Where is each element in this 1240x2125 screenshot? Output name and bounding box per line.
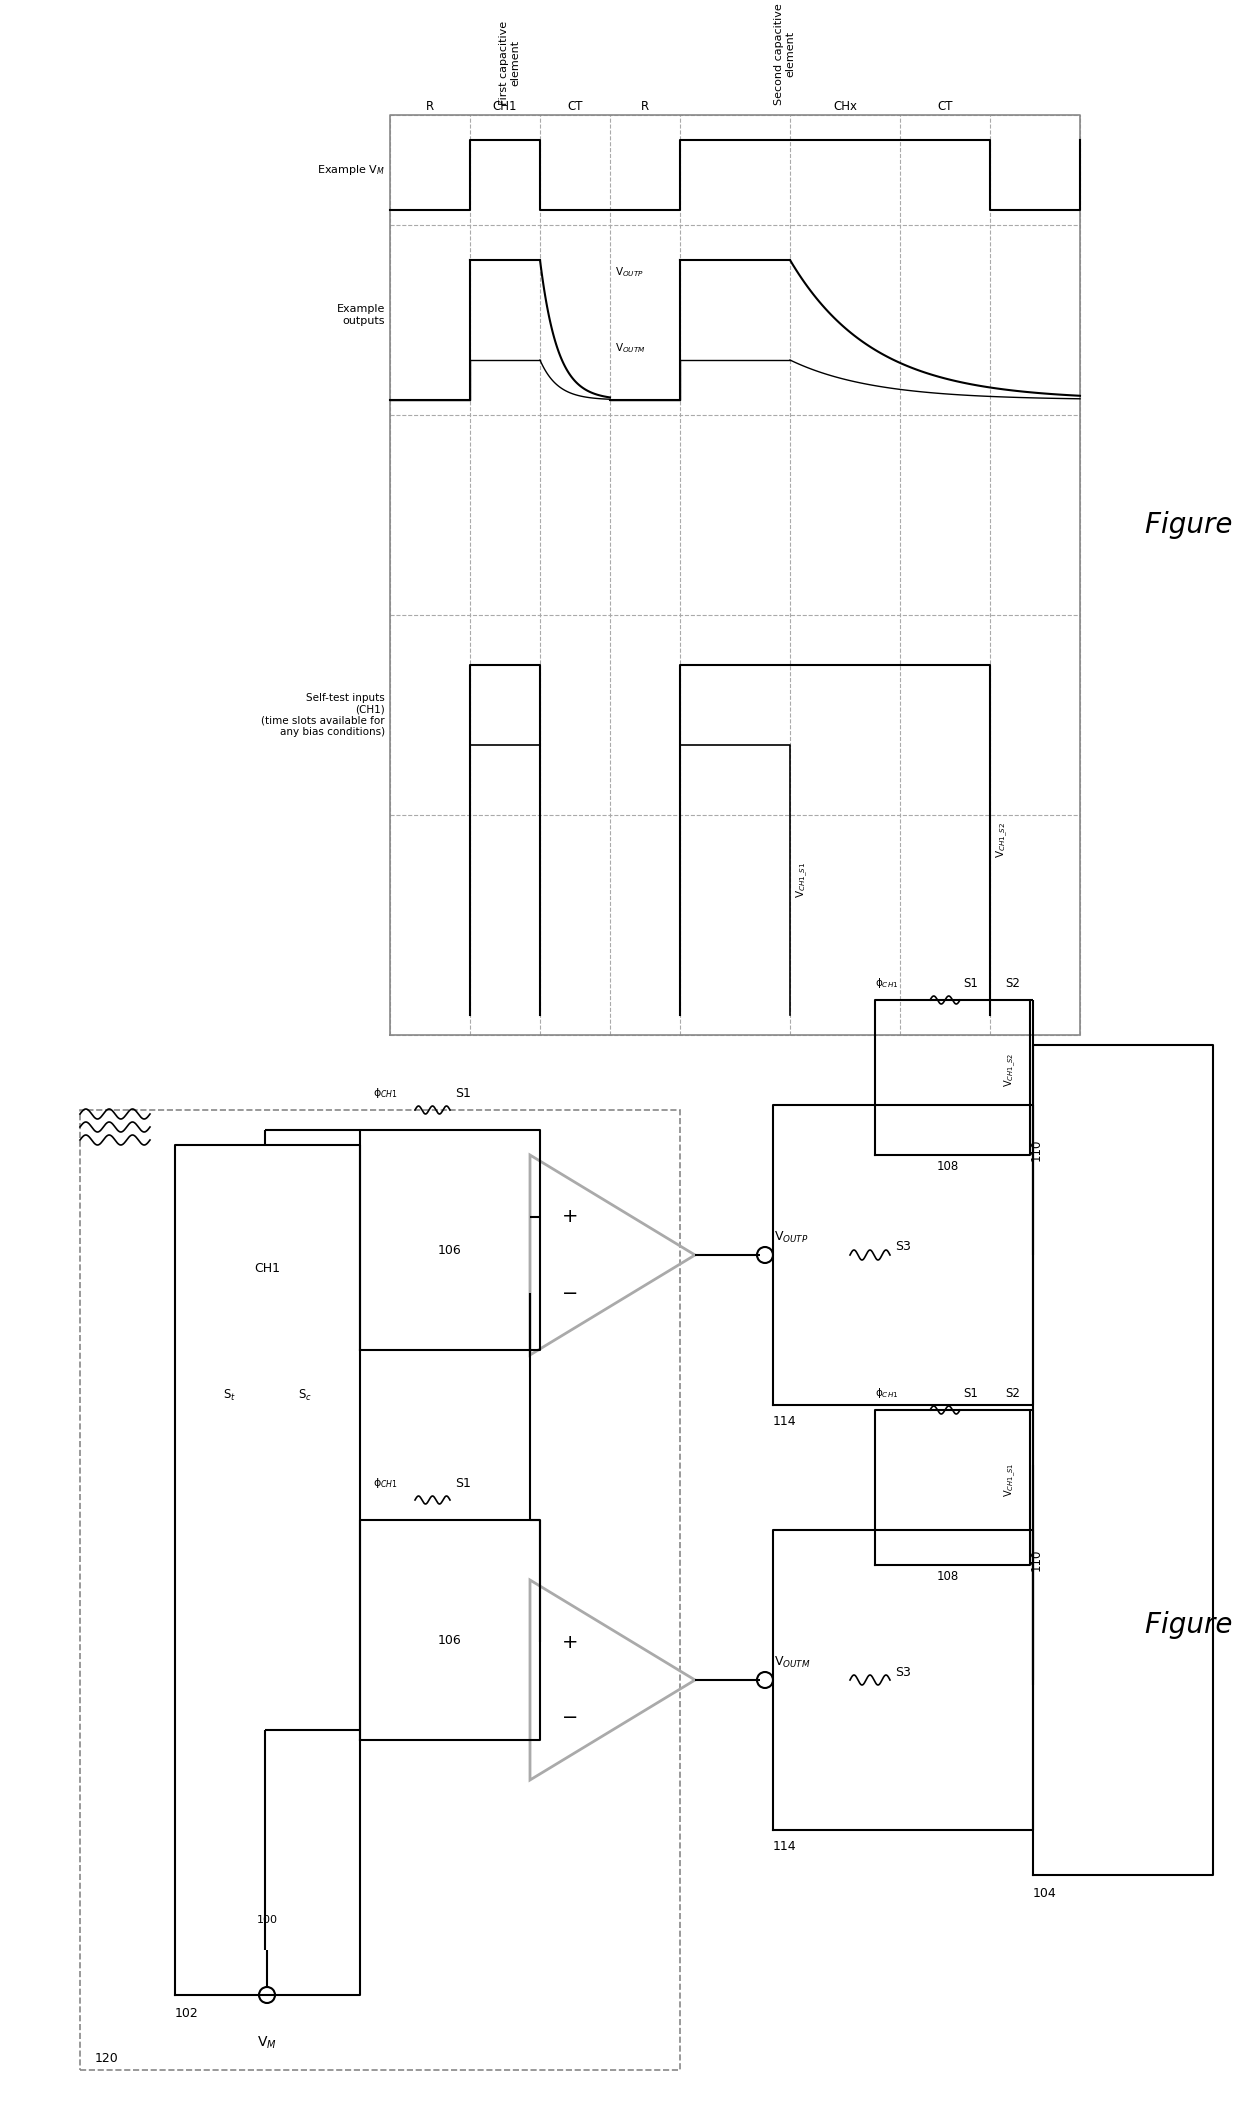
Text: S$_c$: S$_c$ xyxy=(298,1388,312,1402)
Text: V$_{CH1\_S1}$: V$_{CH1\_S1}$ xyxy=(1002,1462,1018,1498)
Text: First capacitive
element: First capacitive element xyxy=(500,21,521,104)
Text: Figure 1: Figure 1 xyxy=(1145,1611,1240,1638)
Text: Example V$_M$: Example V$_M$ xyxy=(317,164,384,176)
Text: S3: S3 xyxy=(895,1666,911,1679)
Text: CH1: CH1 xyxy=(254,1262,280,1275)
Text: S1: S1 xyxy=(963,978,978,990)
Text: ϕ$_{CH1}$: ϕ$_{CH1}$ xyxy=(372,1086,398,1101)
Text: S1: S1 xyxy=(455,1088,471,1101)
Text: CT: CT xyxy=(937,100,952,113)
Text: 114: 114 xyxy=(773,1840,796,1853)
Text: S2: S2 xyxy=(1004,978,1019,990)
Text: V$_{OUTP}$: V$_{OUTP}$ xyxy=(774,1230,808,1245)
Text: Self-test inputs
(CH1)
(time slots available for
any bias conditions): Self-test inputs (CH1) (time slots avail… xyxy=(262,693,384,737)
Text: V$_{OUTP}$: V$_{OUTP}$ xyxy=(615,266,644,278)
Text: 110: 110 xyxy=(1030,1549,1043,1570)
Text: R: R xyxy=(641,100,649,113)
Text: 104: 104 xyxy=(1033,1887,1056,1900)
Bar xyxy=(81,1109,680,2070)
Text: 106: 106 xyxy=(438,1243,461,1256)
Text: 100: 100 xyxy=(257,1915,278,1925)
Text: V$_{OUTM}$: V$_{OUTM}$ xyxy=(774,1655,811,1670)
Text: +: + xyxy=(562,1632,578,1651)
Text: V$_{CH1\_S2}$: V$_{CH1\_S2}$ xyxy=(994,822,1011,858)
Text: S$_t$: S$_t$ xyxy=(223,1388,237,1402)
Text: R: R xyxy=(425,100,434,113)
Text: 108: 108 xyxy=(937,1570,959,1583)
Text: CT: CT xyxy=(567,100,583,113)
Text: 106: 106 xyxy=(438,1634,461,1647)
Text: CH1: CH1 xyxy=(492,100,517,113)
Text: S1: S1 xyxy=(455,1477,471,1490)
Text: V$_M$: V$_M$ xyxy=(257,2036,277,2051)
Text: CHx: CHx xyxy=(833,100,857,113)
Text: +: + xyxy=(562,1207,578,1226)
Text: Second capacitive
element: Second capacitive element xyxy=(774,4,796,104)
Text: −: − xyxy=(562,1708,578,1728)
Text: S3: S3 xyxy=(895,1241,911,1254)
Text: V$_{CH1\_S2}$: V$_{CH1\_S2}$ xyxy=(1002,1052,1018,1088)
Text: −: − xyxy=(562,1284,578,1303)
Text: 108: 108 xyxy=(937,1160,959,1173)
Text: V$_{OUTM}$: V$_{OUTM}$ xyxy=(615,342,646,355)
Text: 102: 102 xyxy=(175,2006,198,2021)
Text: V$_{CH1\_S1}$: V$_{CH1\_S1}$ xyxy=(795,863,810,899)
Text: S1: S1 xyxy=(963,1388,978,1400)
Text: Figure 2: Figure 2 xyxy=(1145,510,1240,540)
Text: 120: 120 xyxy=(95,2053,119,2066)
Text: Example
outputs: Example outputs xyxy=(336,304,384,325)
Text: ϕ$_{CH1}$: ϕ$_{CH1}$ xyxy=(372,1477,398,1490)
Text: ϕ$_{CH1}$: ϕ$_{CH1}$ xyxy=(875,975,899,990)
Text: ϕ$_{CH1}$: ϕ$_{CH1}$ xyxy=(875,1386,899,1400)
Text: 110: 110 xyxy=(1030,1139,1043,1160)
Text: 114: 114 xyxy=(773,1415,796,1428)
Text: S2: S2 xyxy=(1004,1388,1019,1400)
